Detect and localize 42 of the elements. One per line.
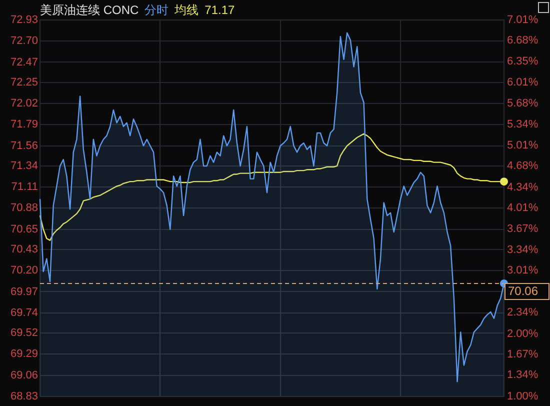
y2-tick-label: 3.01% bbox=[507, 264, 538, 277]
y2-tick-label: 4.68% bbox=[507, 160, 538, 172]
y-tick-label: 69.52 bbox=[10, 327, 38, 340]
y2-tick-label: 7.01% bbox=[507, 14, 538, 26]
y2-tick-label: 4.34% bbox=[507, 181, 538, 194]
y2-tick-label: 4.01% bbox=[507, 202, 538, 214]
y-tick-label: 69.97 bbox=[10, 286, 38, 298]
y-tick-label: 70.88 bbox=[10, 202, 38, 214]
y-tick-label: 72.25 bbox=[10, 76, 38, 88]
y-tick-label: 72.47 bbox=[10, 56, 38, 68]
y-tick-label: 68.83 bbox=[10, 390, 38, 402]
y-tick-label: 69.74 bbox=[10, 306, 38, 319]
y-tick-label: 69.29 bbox=[10, 348, 38, 360]
y2-tick-label: 1.00% bbox=[507, 390, 538, 402]
text: 均线 bbox=[174, 3, 199, 17]
y-tick-label: 72.70 bbox=[10, 35, 38, 48]
y-tick-label: 71.11 bbox=[11, 181, 38, 194]
y2-tick-label: 2.00% bbox=[507, 328, 538, 340]
y-tick-label: 70.65 bbox=[10, 223, 38, 236]
chart-title: 美原油连续 CONC bbox=[40, 3, 139, 17]
y2-tick-label: 1.67% bbox=[507, 348, 538, 360]
y2-tick-label: 5.34% bbox=[507, 118, 538, 131]
y-tick-label: 69.06 bbox=[10, 369, 38, 382]
y-tick-label: 70.20 bbox=[10, 264, 38, 277]
y2-tick-label: 5.68% bbox=[507, 97, 538, 110]
text: 71.17 bbox=[204, 3, 235, 17]
y2-tick-label: 5.01% bbox=[507, 139, 538, 152]
y-tick-label: 71.34 bbox=[10, 160, 38, 172]
y2-tick-label: 3.67% bbox=[507, 223, 538, 236]
y2-tick-label: 6.35% bbox=[507, 55, 538, 68]
text: 分时 bbox=[144, 3, 169, 17]
y2-tick-label: 2.34% bbox=[507, 306, 538, 319]
y-tick-label: 72.02 bbox=[10, 98, 38, 110]
y2-tick-label: 6.68% bbox=[507, 34, 538, 47]
y2-tick-label: 3.34% bbox=[507, 244, 538, 256]
y-tick-label: 71.56 bbox=[10, 140, 38, 152]
y2-tick-label: 6.01% bbox=[507, 76, 538, 89]
ref-line-label: 70.06 bbox=[508, 284, 538, 298]
y2-tick-label: 1.34% bbox=[507, 369, 538, 382]
y-tick-label: 70.43 bbox=[10, 244, 38, 256]
y-tick-label: 72.93 bbox=[10, 14, 38, 26]
y-tick-label: 71.79 bbox=[10, 118, 38, 131]
